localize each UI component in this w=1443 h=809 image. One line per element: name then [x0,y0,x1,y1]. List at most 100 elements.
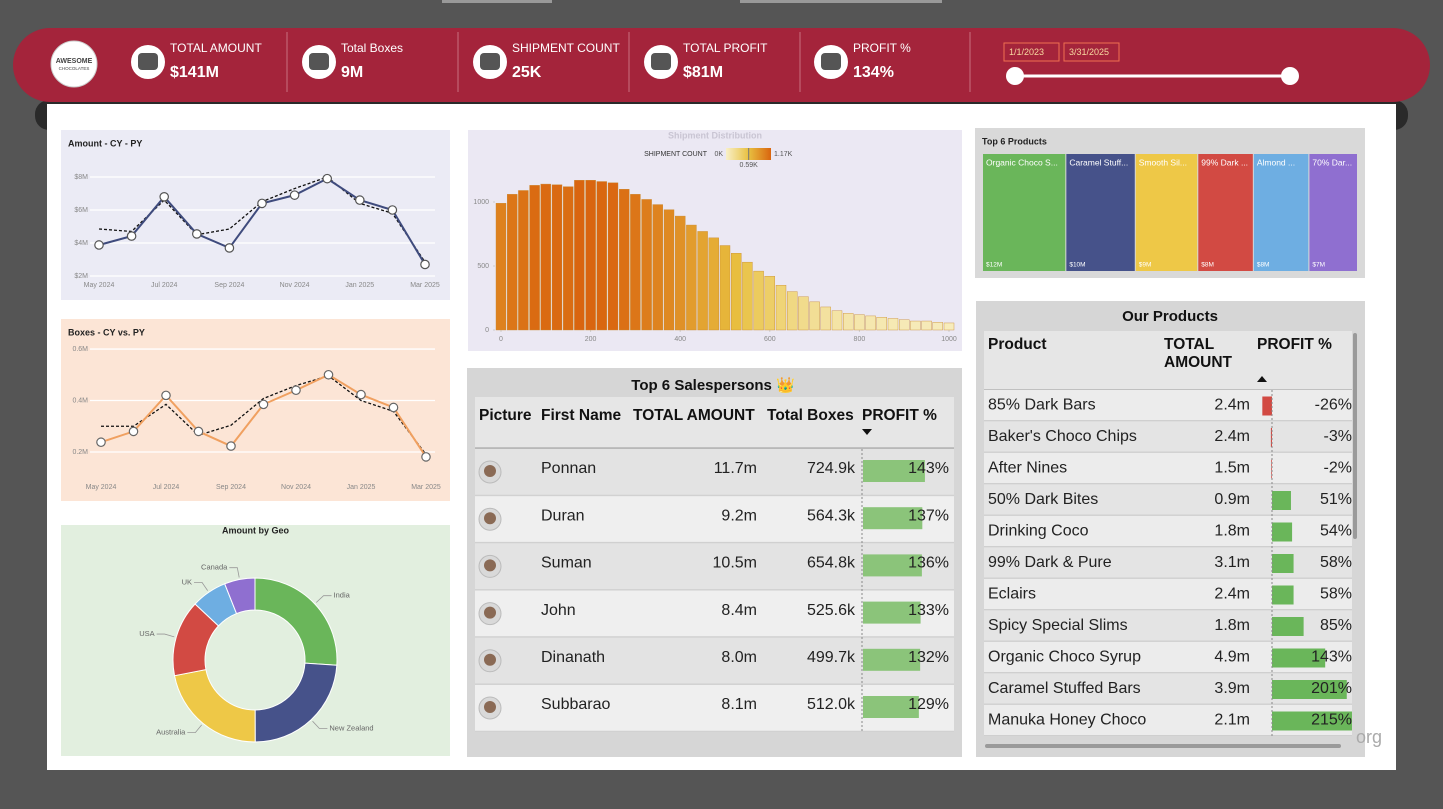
data-bar [1262,396,1272,416]
sort-indicator [1257,376,1267,382]
bar [887,318,899,331]
bar [663,209,675,331]
bar [820,306,831,331]
cell: Manuka Honey Choco [988,712,1146,729]
column-header: Picture [479,407,532,424]
treemap-tile [1135,154,1198,271]
cell: 136% [908,555,949,572]
tile-label: Almond ... [1257,157,1295,167]
cell: 58% [1320,554,1352,571]
cell: 85% [1320,617,1352,634]
cell: 2.4m [1214,586,1250,603]
bar [529,185,540,331]
series-marker [161,390,171,401]
pie-label: USA [139,629,154,638]
series-marker [193,426,204,437]
cell: 201% [1311,680,1352,697]
cell: 3.9m [1214,680,1250,697]
kpi-icon-glyph [138,53,158,70]
cell: -2% [1324,460,1352,477]
date-slider-handle[interactable] [1281,67,1299,85]
kpi-label: TOTAL AMOUNT [170,41,262,55]
kpi-icon-glyph [821,53,841,70]
cell: Suman [541,555,592,572]
chart-title: Top 6 Products [982,136,1047,146]
date-start-box [1003,42,1060,62]
series-marker [159,192,169,202]
series-marker [291,385,301,396]
x-tick-label: Nov 2024 [281,484,311,491]
cell: 499.7k [807,649,856,666]
x-tick-label: Nov 2024 [280,282,310,289]
cell: 99% Dark & Pure [988,554,1112,571]
cell: 85% Dark Bars [988,397,1096,414]
leader-line [229,567,240,578]
scrollbar-v[interactable] [1353,333,1357,539]
cell: -3% [1324,428,1352,445]
top-tab [740,0,942,3]
bar [518,190,529,331]
x-tick-label: Jan 2025 [347,484,376,491]
pie-label: Canada [201,563,228,572]
y-tick-label: $2M [74,273,88,280]
series-marker [258,399,269,410]
colorbar-tick-label: 0.59K [740,162,759,169]
bar [607,182,619,331]
cell: 54% [1320,523,1352,540]
bar [585,180,596,331]
treemap-tile [1198,154,1253,271]
kpi-value: 25K [512,64,542,81]
series-marker [289,190,300,200]
bar [899,319,910,331]
cell: 51% [1320,491,1352,508]
bar [787,291,798,331]
date-start: 1/1/2023 [1009,47,1044,57]
cell: 2.1m [1214,712,1250,729]
series-line [101,375,427,455]
series-marker [420,259,430,270]
y-tick-label: $8M [74,174,88,181]
data-bar [1272,554,1294,573]
cell: Drinking Coco [988,523,1089,540]
data-bar [863,601,921,624]
leader-line [315,595,332,603]
bar [753,270,764,331]
x-tick-label: Sep 2024 [214,282,244,289]
pie-label: UK [182,577,192,586]
bar [831,310,843,331]
bar [921,320,932,331]
series-marker [224,243,235,253]
cell: 654.8k [807,555,856,572]
cell: Subbarao [541,696,610,713]
data-bar [863,648,921,671]
x-tick-label: 1000 [941,336,957,343]
tile-value: $8M [1257,262,1270,269]
avatar-face [484,606,496,619]
tile-value: $9M [1139,262,1152,269]
bar [775,285,787,331]
logo-text: AWESOME [56,58,93,65]
data-bar [1272,711,1352,731]
chart-title: Boxes - CY vs. PY [68,327,145,337]
avatar-face [484,559,496,572]
data-bar [1270,428,1272,447]
data-bar [1272,680,1347,699]
cell: John [541,602,576,619]
kpi-label: Total Boxes [341,41,403,55]
y-tick-label: $6M [74,207,88,214]
colorbar-tick-label: 1.17K [774,151,793,158]
chart-title: Amount - CY - PY [68,138,142,148]
logo [50,40,98,88]
cell: Dinanath [541,649,605,666]
data-bar [1272,522,1293,542]
kpi-icon-glyph [480,53,500,70]
column-header: PROFIT % [862,407,937,424]
bar [854,314,865,331]
leader-line [194,581,208,591]
data-bar [863,554,922,577]
date-slider-handle[interactable] [1006,67,1024,85]
scrollbar-h[interactable] [985,744,1341,748]
x-tick-label: Mar 2025 [411,484,441,491]
y-tick-label: $4M [74,240,88,247]
table-title: Top 6 Salespersons 👑 [631,376,794,394]
